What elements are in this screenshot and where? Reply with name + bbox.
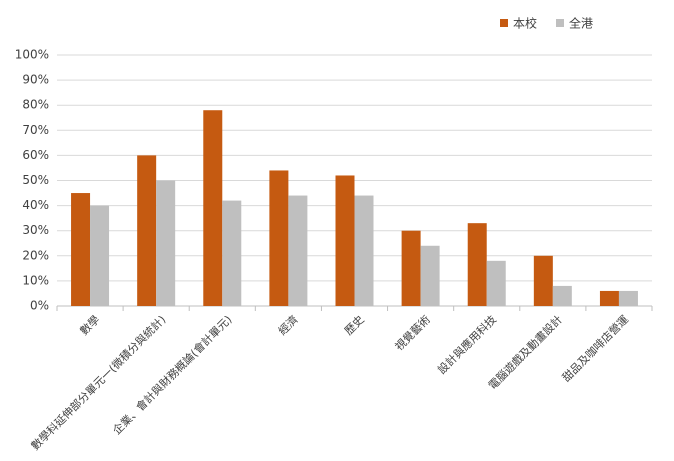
legend-label: 本校 <box>513 16 537 31</box>
bar <box>71 193 91 306</box>
x-tick-label: 歷史 <box>342 313 367 338</box>
y-tick-label: 80% <box>22 98 49 112</box>
bar <box>486 260 506 306</box>
x-tick-label: 電腦遊戲及動畫設計 <box>485 312 565 392</box>
bar <box>269 170 289 306</box>
x-tick-label: 數學 <box>78 313 103 338</box>
bar <box>467 223 487 306</box>
x-tick-label: 企業、會計與財務概論(會計單元) <box>110 312 235 437</box>
bar <box>335 175 355 306</box>
bar <box>203 110 223 306</box>
bar <box>533 255 553 306</box>
legend-swatch <box>500 19 508 27</box>
bar <box>90 205 110 306</box>
bar <box>354 195 374 306</box>
bar <box>222 200 242 306</box>
bar <box>156 180 176 306</box>
y-tick-label: 30% <box>22 223 49 237</box>
y-tick-label: 20% <box>22 248 49 262</box>
y-tick-label: 0% <box>30 299 49 313</box>
y-tick-label: 40% <box>22 198 49 212</box>
y-tick-label: 60% <box>22 148 49 162</box>
legend-swatch <box>556 19 564 27</box>
y-tick-label: 100% <box>15 48 49 62</box>
bar <box>599 290 619 306</box>
legend-label: 全港 <box>569 16 593 31</box>
y-tick-label: 90% <box>22 73 49 87</box>
bar <box>401 230 421 306</box>
y-tick-label: 70% <box>22 123 49 137</box>
x-tick-label: 經濟 <box>275 312 300 337</box>
x-tick-label: 設計與應用科技 <box>435 312 499 376</box>
bar <box>137 155 157 306</box>
bar <box>288 195 308 306</box>
x-tick-label: 數學科延伸部分單元一(微積分與統計) <box>28 312 168 452</box>
bar <box>420 245 440 306</box>
bar <box>618 290 638 306</box>
x-tick-label: 甜品及咖啡店營運 <box>559 312 631 384</box>
y-tick-label: 50% <box>22 173 49 187</box>
y-tick-label: 10% <box>22 273 49 287</box>
x-tick-label: 視覺藝術 <box>392 312 433 353</box>
bar <box>552 285 572 306</box>
